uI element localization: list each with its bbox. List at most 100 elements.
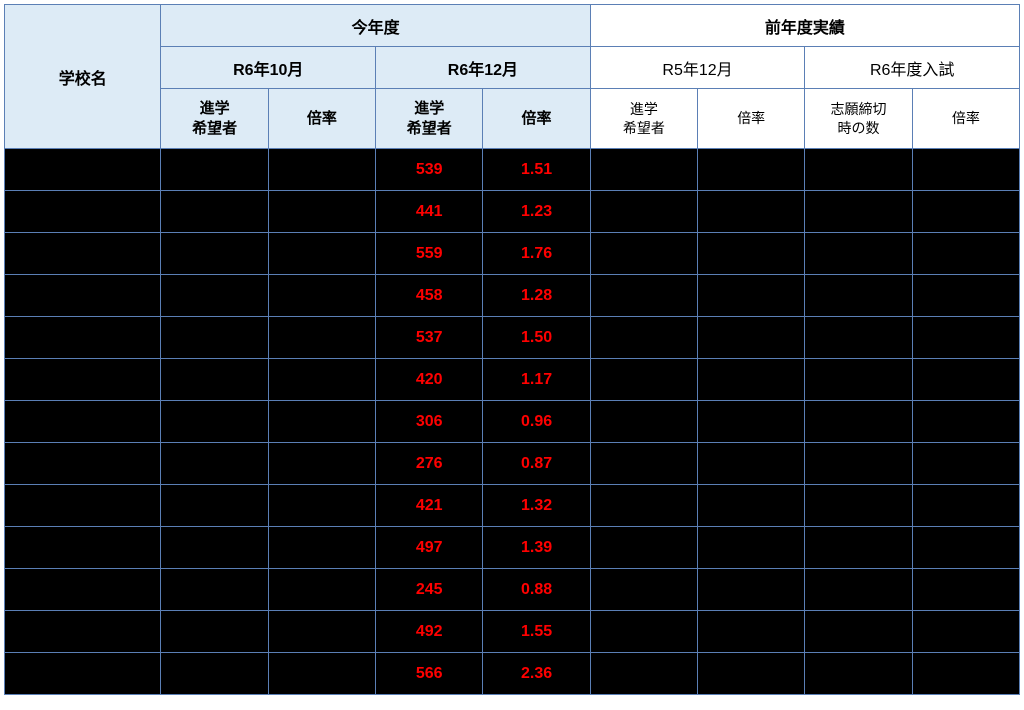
cell-ratio: 1.50 [483,317,590,359]
cell-blank [912,443,1019,485]
cell-blank [912,611,1019,653]
header-applicants-3: 進学希望者 [590,89,697,149]
cell-school [5,611,161,653]
cell-blank [268,485,375,527]
cell-blank [805,317,912,359]
table-row: 2760.87 [5,443,1020,485]
cell-blank [161,317,268,359]
table-row: 4411.23 [5,191,1020,233]
cell-blank [805,653,912,695]
cell-blank [268,653,375,695]
header-prev-year: 前年度実績 [590,5,1019,47]
cell-blank [161,527,268,569]
cell-applicants: 492 [376,611,483,653]
cell-blank [698,401,805,443]
school-data-table: 学校名 今年度 前年度実績 R6年10月 R6年12月 R5年12月 R6年度入… [4,4,1020,695]
cell-ratio: 0.88 [483,569,590,611]
cell-blank [698,359,805,401]
cell-blank [912,359,1019,401]
cell-applicants: 306 [376,401,483,443]
cell-blank [805,443,912,485]
cell-ratio: 0.96 [483,401,590,443]
table-row: 4211.32 [5,485,1020,527]
cell-applicants: 276 [376,443,483,485]
cell-blank [805,191,912,233]
cell-ratio: 1.76 [483,233,590,275]
cell-blank [698,275,805,317]
cell-blank [161,233,268,275]
cell-blank [912,275,1019,317]
table-row: 4581.28 [5,275,1020,317]
cell-blank [590,233,697,275]
cell-school [5,485,161,527]
table-header: 学校名 今年度 前年度実績 R6年10月 R6年12月 R5年12月 R6年度入… [5,5,1020,149]
cell-blank [698,443,805,485]
header-r6-exam: R6年度入試 [805,47,1020,89]
cell-ratio: 1.28 [483,275,590,317]
cell-blank [912,485,1019,527]
cell-blank [590,317,697,359]
cell-applicants: 421 [376,485,483,527]
cell-blank [912,653,1019,695]
cell-blank [912,401,1019,443]
header-ratio-4: 倍率 [912,89,1019,149]
header-this-year: 今年度 [161,5,590,47]
cell-blank [698,611,805,653]
cell-ratio: 2.36 [483,653,590,695]
cell-applicants: 559 [376,233,483,275]
cell-blank [590,527,697,569]
cell-blank [590,191,697,233]
cell-blank [805,611,912,653]
cell-blank [268,359,375,401]
cell-blank [161,275,268,317]
header-r6-oct: R6年10月 [161,47,376,89]
cell-blank [805,275,912,317]
table-row: 4971.39 [5,527,1020,569]
cell-school [5,191,161,233]
cell-blank [590,569,697,611]
cell-blank [698,485,805,527]
table-row: 4921.55 [5,611,1020,653]
cell-applicants: 245 [376,569,483,611]
cell-school [5,317,161,359]
cell-ratio: 1.23 [483,191,590,233]
cell-blank [161,149,268,191]
cell-ratio: 1.17 [483,359,590,401]
cell-applicants: 458 [376,275,483,317]
cell-applicants: 497 [376,527,483,569]
cell-blank [912,191,1019,233]
cell-blank [805,401,912,443]
cell-blank [268,233,375,275]
cell-blank [161,443,268,485]
header-ratio-1: 倍率 [268,89,375,149]
cell-blank [268,527,375,569]
cell-applicants: 539 [376,149,483,191]
cell-blank [590,401,697,443]
table-row: 5391.51 [5,149,1020,191]
cell-blank [590,149,697,191]
cell-blank [805,527,912,569]
header-r5-dec: R5年12月 [590,47,805,89]
cell-blank [805,569,912,611]
header-deadline: 志願締切時の数 [805,89,912,149]
cell-school [5,359,161,401]
cell-applicants: 566 [376,653,483,695]
cell-blank [698,569,805,611]
cell-ratio: 1.32 [483,485,590,527]
cell-blank [161,569,268,611]
cell-blank [161,401,268,443]
cell-blank [805,359,912,401]
cell-applicants: 441 [376,191,483,233]
cell-blank [698,653,805,695]
cell-blank [161,359,268,401]
cell-blank [268,443,375,485]
cell-blank [590,611,697,653]
cell-blank [912,317,1019,359]
header-ratio-2: 倍率 [483,89,590,149]
cell-blank [590,359,697,401]
cell-blank [161,653,268,695]
cell-ratio: 1.51 [483,149,590,191]
cell-blank [161,191,268,233]
header-ratio-3: 倍率 [698,89,805,149]
cell-applicants: 420 [376,359,483,401]
